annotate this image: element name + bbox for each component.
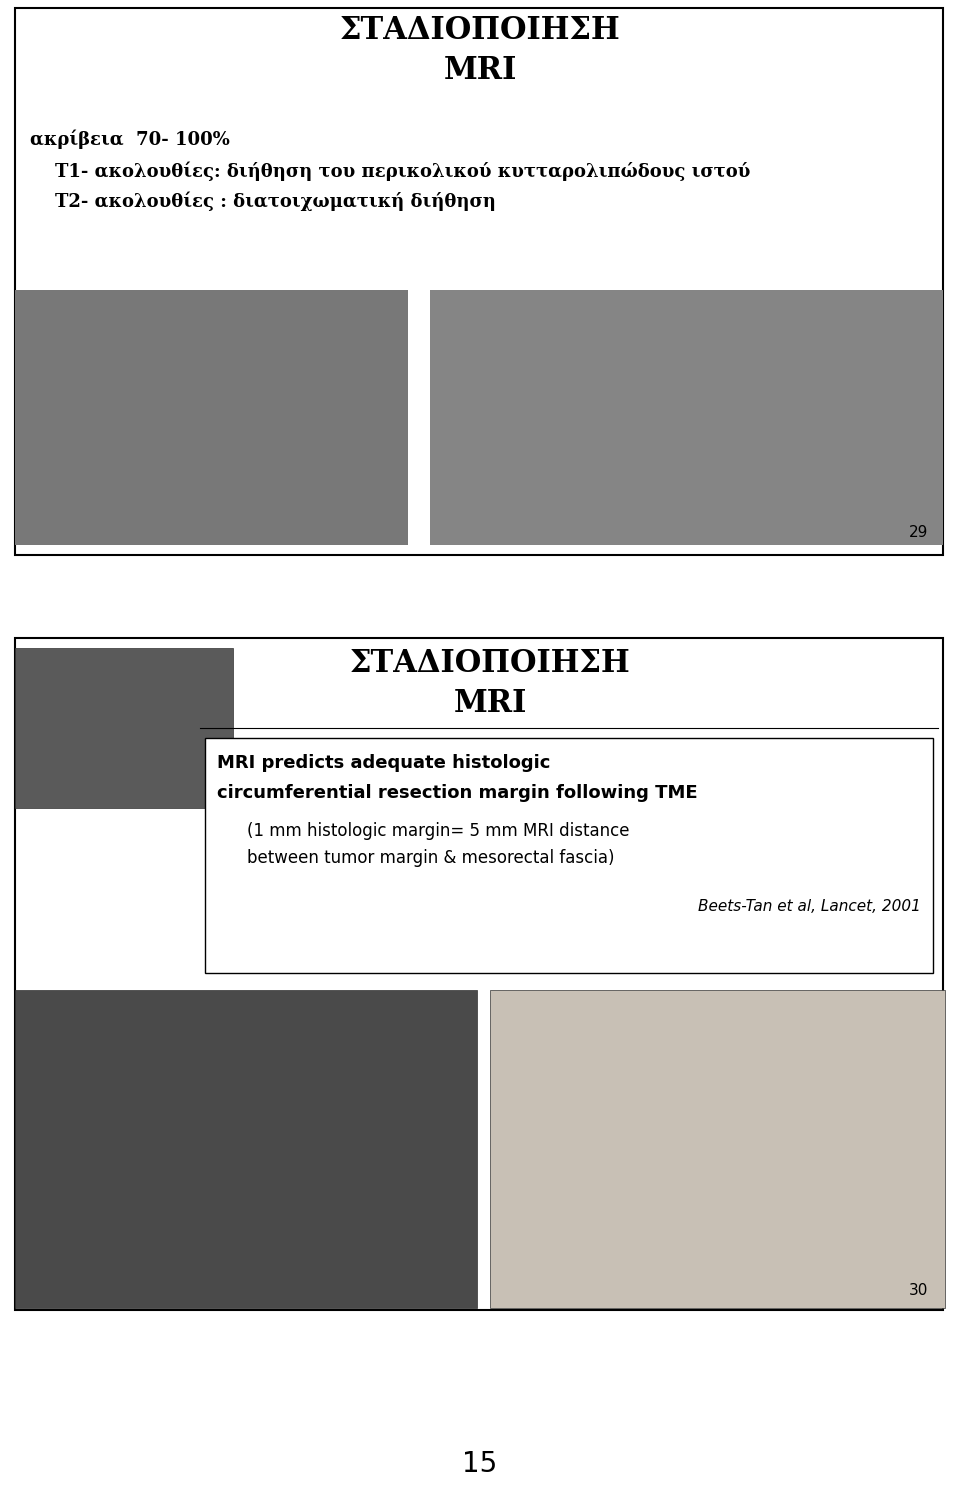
Text: Beets-Tan et al, Lancet, 2001: Beets-Tan et al, Lancet, 2001: [698, 899, 921, 914]
Text: 15: 15: [463, 1450, 497, 1478]
Text: MRI: MRI: [453, 687, 527, 719]
Bar: [15, 8, 943, 555]
Bar: [430, 290, 943, 545]
Text: 30: 30: [908, 1283, 928, 1298]
Text: ΣΤΑΔΙΟΠΟΙΗΣΗ: ΣΤΑΔΙΟΠΟΙΗΣΗ: [349, 648, 631, 678]
Text: MRI predicts adequate histologic: MRI predicts adequate histologic: [217, 754, 550, 772]
Text: T1- ακολουθίες: διήθηση του περικολικού κυτταρολιπώδους ιστού: T1- ακολουθίες: διήθηση του περικολικού …: [55, 162, 751, 182]
Bar: [15, 638, 943, 1310]
Text: (1 mm histologic margin= 5 mm MRI distance: (1 mm histologic margin= 5 mm MRI distan…: [247, 823, 630, 841]
Bar: [490, 991, 945, 1307]
Bar: [15, 648, 233, 808]
Text: between tumor margin & mesorectal fascia): between tumor margin & mesorectal fascia…: [247, 850, 614, 868]
Text: ΣΤΑΔΙΟΠΟΙΗΣΗ: ΣΤΑΔΙΟΠΟΙΗΣΗ: [340, 15, 620, 47]
Bar: [205, 738, 933, 973]
Text: 29: 29: [908, 525, 928, 540]
Text: MRI: MRI: [444, 56, 516, 86]
Text: ακρίβεια  70- 100%: ακρίβεια 70- 100%: [30, 131, 229, 150]
Text: T2- ακολουθίες : διατοιχωματική διήθηση: T2- ακολουθίες : διατοιχωματική διήθηση: [55, 192, 496, 212]
Bar: [15, 991, 477, 1307]
Bar: [15, 290, 408, 545]
Text: circumferential resection margin following TME: circumferential resection margin followi…: [217, 784, 698, 802]
